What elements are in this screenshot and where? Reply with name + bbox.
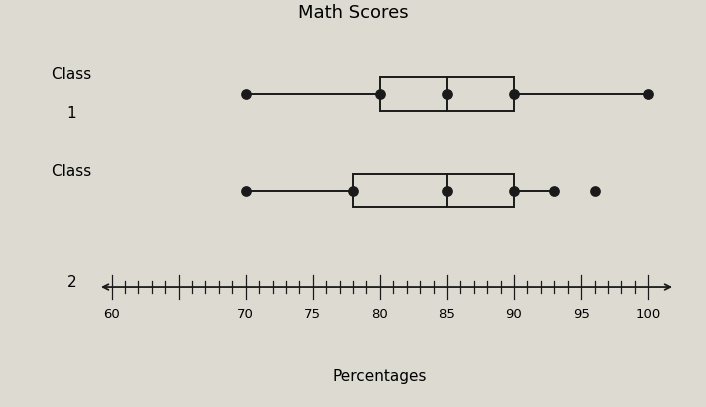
Point [374,91,385,97]
Point [549,187,560,194]
Text: 2: 2 [66,275,76,290]
Point [240,91,251,97]
Text: 70: 70 [237,308,254,321]
Bar [380,77,514,111]
Text: Percentages: Percentages [333,369,427,384]
Text: 95: 95 [573,308,590,321]
Text: 85: 85 [438,308,455,321]
Point [240,187,251,194]
Text: 60: 60 [103,308,120,321]
Text: 100: 100 [635,308,661,321]
Text: 1: 1 [66,106,76,120]
Text: Class: Class [51,164,91,179]
Text: 75: 75 [304,308,321,321]
Point [347,187,359,194]
Point [441,187,453,194]
Point [508,91,520,97]
Text: 80: 80 [371,308,388,321]
Text: 90: 90 [505,308,522,321]
Point [589,187,600,194]
Point [642,91,654,97]
Point [441,91,453,97]
Bar [353,174,514,208]
Text: Class: Class [51,68,91,83]
Title: Math Scores: Math Scores [298,4,408,22]
Point [508,187,520,194]
